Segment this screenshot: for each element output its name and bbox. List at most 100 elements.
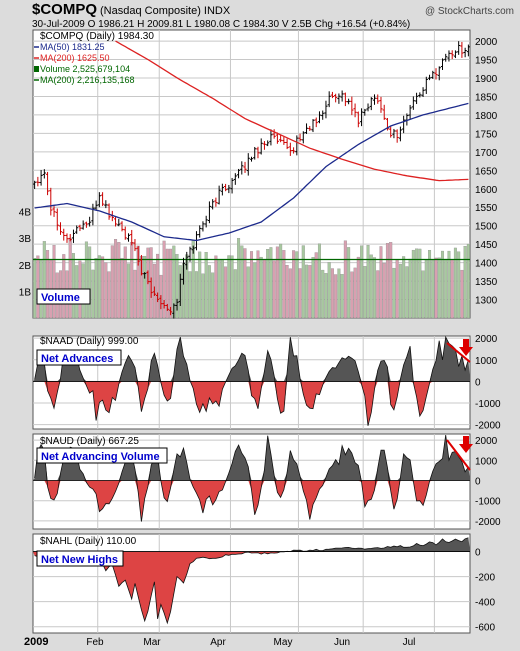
naad-label: Net Advances xyxy=(41,353,113,365)
volume-bar xyxy=(201,273,205,319)
volume-bar xyxy=(169,248,173,319)
naad-negative-area xyxy=(33,381,470,426)
price-tick-10: 1800 xyxy=(475,111,498,122)
naad-tick-4: 2000 xyxy=(475,334,498,345)
volume-bar xyxy=(224,266,228,319)
volume-bar xyxy=(457,251,461,319)
bottom-month-label-may: May xyxy=(274,637,293,648)
volume-bar xyxy=(395,259,399,319)
naud-tick-4: 2000 xyxy=(475,436,498,447)
ma200-line xyxy=(115,40,469,182)
price-tick-12: 1900 xyxy=(475,74,498,85)
price-legend-1: MA(50) 1831.25 xyxy=(40,42,105,52)
nahl-label-box xyxy=(36,550,124,567)
volume-bar xyxy=(415,248,419,319)
volume-bar xyxy=(101,256,105,319)
volume-bar xyxy=(269,247,273,319)
volume-bar xyxy=(376,270,380,319)
volume-bar xyxy=(243,248,247,319)
volume-bar xyxy=(353,267,357,319)
bottom-month-label-jun: Jun xyxy=(334,637,350,648)
volume-bar xyxy=(42,241,46,319)
nahl-tick-1: -400 xyxy=(475,598,495,609)
price-tick-4: 1500 xyxy=(475,222,498,233)
naud-line xyxy=(34,434,469,522)
volume-bar xyxy=(437,257,441,319)
volume-bar xyxy=(114,239,118,319)
volume-bar xyxy=(418,248,422,319)
volume-tick-2: 3B xyxy=(19,234,32,245)
volume-bar xyxy=(88,246,92,319)
volume-bar xyxy=(466,243,470,319)
volume-bar xyxy=(305,264,309,319)
price-tick-3: 1450 xyxy=(475,240,498,251)
volume-bar xyxy=(292,250,296,319)
volume-bar xyxy=(120,258,124,319)
volume-bar xyxy=(198,251,202,319)
watermark: @ StockCharts.com xyxy=(425,6,514,17)
naud-negative-area xyxy=(33,480,470,522)
volume-bar xyxy=(230,255,234,319)
volume-bar xyxy=(240,245,244,319)
volume-bar xyxy=(227,255,231,319)
volume-bar xyxy=(133,269,137,319)
naud-positive-area xyxy=(33,435,470,481)
naad-trend-annotation xyxy=(446,342,471,363)
volume-bar xyxy=(136,245,140,319)
volume-bar xyxy=(372,257,377,319)
volume-label-box xyxy=(36,288,91,305)
naad-tick-2: 0 xyxy=(475,377,481,388)
volume-bar xyxy=(327,262,331,319)
naud-legend: $NAUD (Daily) 667.25 xyxy=(40,436,139,447)
naud-trend-annotation xyxy=(446,439,471,471)
volume-bar xyxy=(110,245,114,319)
nahl-tick-0: -600 xyxy=(475,623,495,634)
volume-bar xyxy=(194,271,198,319)
volume-bar xyxy=(285,264,289,319)
naud-tick-2: 0 xyxy=(475,476,481,487)
volume-bar xyxy=(275,246,279,319)
volume-bar xyxy=(434,257,438,319)
volume-bar xyxy=(382,263,386,319)
naad-label-box xyxy=(36,349,122,366)
volume-tick-1: 2B xyxy=(19,261,32,272)
naad-tick-1: -1000 xyxy=(475,399,501,410)
volume-bar xyxy=(298,268,302,319)
volume-bar xyxy=(356,256,360,319)
volume-bar xyxy=(295,251,299,319)
volume-bar xyxy=(107,271,111,319)
volume-bar xyxy=(444,258,448,319)
legend-swatch-volume xyxy=(34,66,39,72)
volume-bar xyxy=(324,273,328,319)
naad-arrow-stem xyxy=(463,339,469,347)
volume-bar xyxy=(450,259,454,319)
naud-tick-1: -1000 xyxy=(475,497,501,508)
price-legend-2: MA(200) 1625.50 xyxy=(40,53,110,63)
volume-bar xyxy=(143,255,147,319)
volume-bar xyxy=(272,260,276,319)
chart-symbol: $COMPQ xyxy=(32,1,97,18)
nahl-line xyxy=(34,537,469,625)
naad-arrow-icon xyxy=(459,347,473,356)
naud-label: Net Advancing Volume xyxy=(41,451,160,463)
price-tick-8: 1700 xyxy=(475,148,498,159)
volume-bar xyxy=(350,271,354,319)
price-tick-6: 1600 xyxy=(475,185,498,196)
volume-bar xyxy=(447,250,451,319)
net-advances-panel: -2000 -1000 0 1000 2000 xyxy=(32,334,501,432)
volume-bar xyxy=(62,254,66,319)
volume-bar xyxy=(117,242,121,319)
volume-bar xyxy=(317,243,321,319)
volume-bar xyxy=(405,266,409,319)
volume-bar xyxy=(220,259,224,319)
volume-bar xyxy=(52,245,56,319)
volume-bar xyxy=(188,271,192,319)
volume-bar xyxy=(411,249,415,319)
volume-bar xyxy=(369,254,373,319)
price-panel: 1300 1350 1400 1450 1500 1550 1600 1650 1700 1750… xyxy=(19,29,498,319)
price-tick-11: 1850 xyxy=(475,92,498,103)
volume-bar xyxy=(347,247,351,319)
volume-bar xyxy=(130,242,134,319)
volume-bar xyxy=(207,265,211,319)
nahl-label: Net New Highs xyxy=(41,554,118,566)
